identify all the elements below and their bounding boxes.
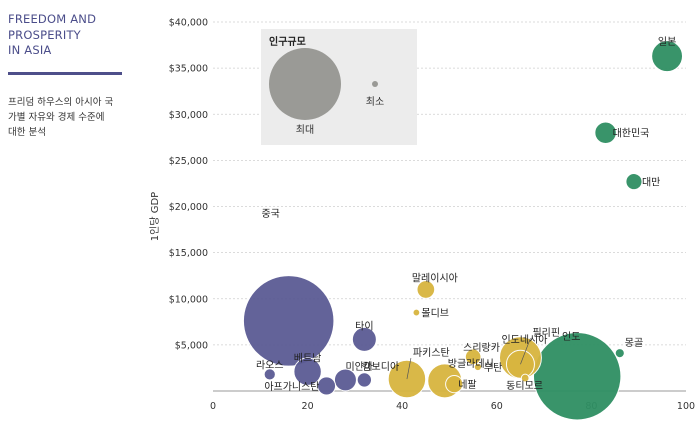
point-label: 아프가니스탄 — [264, 381, 319, 393]
bubble-라오스 — [263, 368, 276, 381]
bubble-말레이시아 — [416, 280, 436, 299]
point-label: 미얀마 — [345, 360, 373, 373]
sidebar: FREEDOM AND PROSPERITY IN ASIA 프리덤 하우스의 … — [0, 0, 140, 429]
y-tick-label: $40,000 — [169, 18, 208, 29]
bubble-대한민국 — [594, 121, 617, 144]
point-label: 말레이시아 — [412, 273, 458, 285]
bubble-부탄 — [473, 362, 482, 372]
legend-min-bubble — [372, 81, 378, 87]
legend-min-label: 최소 — [366, 96, 384, 108]
point-label: 베트남 — [294, 353, 322, 365]
point-label: 네팔 — [458, 379, 476, 391]
y-tick-label: $35,000 — [169, 64, 208, 75]
bubble-몰디브 — [412, 308, 421, 317]
bubble-네팔 — [445, 374, 464, 394]
y-tick-label: $30,000 — [169, 110, 208, 121]
bubble-타이 — [351, 326, 377, 352]
x-tick-label: 60 — [491, 401, 503, 412]
point-label: 타이 — [355, 320, 373, 332]
point-label: 방글라데시 — [448, 358, 494, 370]
point-label: 동티모르 — [506, 380, 543, 392]
bubble-베트남 — [293, 357, 322, 386]
y-tick-label: $15,000 — [169, 248, 208, 259]
sidebar-divider — [8, 72, 122, 75]
point-label: 부탄 — [484, 362, 502, 374]
legend-title: 인구규모 — [269, 35, 306, 48]
y-tick-label: $25,000 — [169, 156, 208, 167]
x-tick-label: 100 — [677, 401, 695, 412]
point-label: 대한민국 — [613, 128, 650, 140]
bubble-대만 — [625, 173, 643, 191]
point-label: 몽골 — [625, 337, 643, 349]
sidebar-title: FREEDOM AND PROSPERITY IN ASIA — [8, 12, 97, 57]
y-tick-label: $5,000 — [175, 340, 208, 351]
bubble-몽골 — [614, 348, 625, 359]
point-label: 중국 — [261, 208, 279, 220]
point-label: 필리핀 — [532, 327, 560, 339]
point-label: 파키스탄 — [413, 347, 450, 359]
y-tick-label: $20,000 — [169, 202, 208, 213]
x-tick-label: 40 — [396, 401, 408, 412]
bubble-미얀마 — [333, 368, 357, 392]
bubble-아프가니스탄 — [316, 376, 337, 396]
point-label: 캄보디아 — [362, 361, 399, 373]
legend-max-label: 최대 — [296, 124, 314, 136]
bubble-일본 — [651, 40, 684, 73]
point-label: 스리랑카 — [463, 342, 500, 354]
x-tick-label: 0 — [210, 401, 216, 412]
bubble-중국 — [242, 275, 335, 367]
leader-line — [520, 338, 531, 365]
point-label: 몰디브 — [421, 308, 449, 320]
point-label: 일본 — [658, 36, 676, 48]
bubble-캄보디아 — [356, 372, 373, 388]
point-label: 대만 — [642, 177, 660, 189]
leader-line — [406, 357, 412, 380]
bubble-스리랑카 — [464, 348, 482, 366]
bubble-인도 — [533, 332, 622, 421]
point-label: 인도네시아 — [501, 334, 547, 346]
x-tick-label: 20 — [302, 401, 314, 412]
point-label: 라오스 — [256, 359, 284, 371]
point-label: 인도 — [562, 331, 580, 343]
sidebar-description: 프리덤 하우스의 아시아 국 가별 자유와 경제 수준에 대한 분석 — [8, 97, 114, 138]
legend-max-bubble — [269, 48, 341, 120]
y-axis-label: 1인당 GDP — [149, 192, 161, 241]
y-tick-label: $10,000 — [169, 294, 208, 305]
bubble-동티모르 — [520, 373, 530, 383]
